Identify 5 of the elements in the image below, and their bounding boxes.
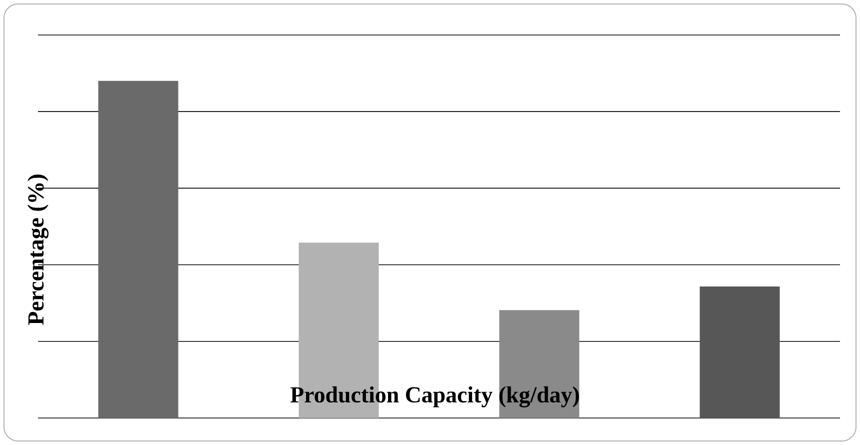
bar: [700, 286, 780, 418]
bar: [98, 80, 178, 418]
x-axis-title: Production Capacity (kg/day): [290, 386, 579, 408]
y-axis-title: Percentage (%): [28, 174, 48, 325]
bar: [499, 310, 580, 418]
